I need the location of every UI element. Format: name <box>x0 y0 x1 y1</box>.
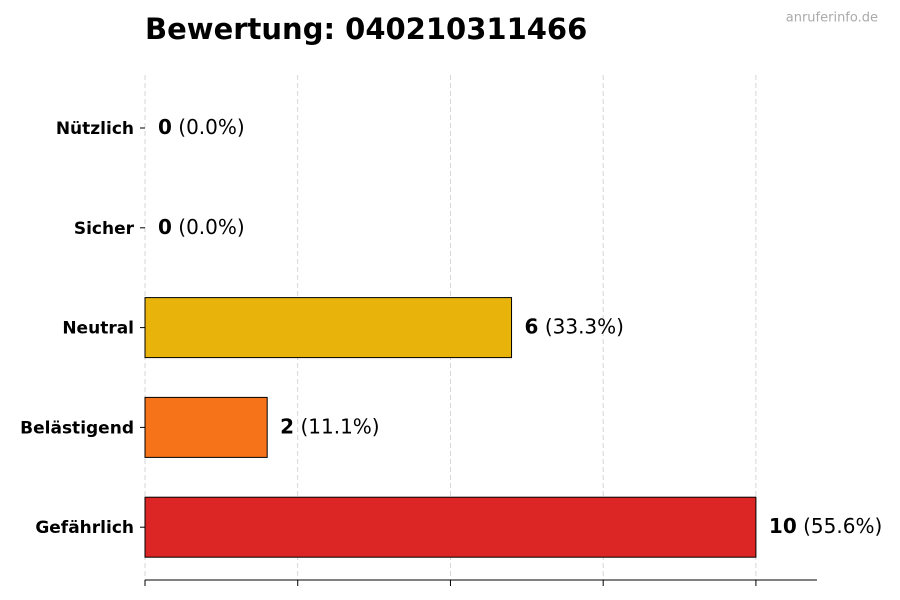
bar <box>144 396 268 458</box>
share-label: (11.1%) <box>300 414 379 438</box>
value-number: 0 <box>158 214 172 238</box>
bar <box>144 297 513 359</box>
y-tick-label: Gefährlich <box>35 518 134 538</box>
y-tick-label: Nützlich <box>56 119 134 139</box>
value-number: 2 <box>280 414 294 438</box>
y-tick-label: Sicher <box>74 219 135 239</box>
value-label: 0 (0.0%) <box>158 214 245 238</box>
value-number: 10 <box>769 514 797 538</box>
y-tick-label: Neutral <box>62 319 134 339</box>
value-number: 0 <box>158 115 172 139</box>
value-label: 10 (55.6%) <box>769 514 882 538</box>
value-label: 2 (11.1%) <box>280 414 379 438</box>
y-tick-label: Belästigend <box>20 418 134 438</box>
share-label: (55.6%) <box>803 514 882 538</box>
value-number: 6 <box>525 314 539 338</box>
chart-title: Bewertung: 040210311466 <box>145 12 587 46</box>
share-label: (0.0%) <box>178 115 244 139</box>
bar <box>144 496 757 558</box>
share-label: (0.0%) <box>178 214 244 238</box>
value-label: 0 (0.0%) <box>158 115 245 139</box>
share-label: (33.3%) <box>545 314 624 338</box>
watermark: anruferinfo.de <box>786 11 878 26</box>
value-label: 6 (33.3%) <box>525 314 624 338</box>
